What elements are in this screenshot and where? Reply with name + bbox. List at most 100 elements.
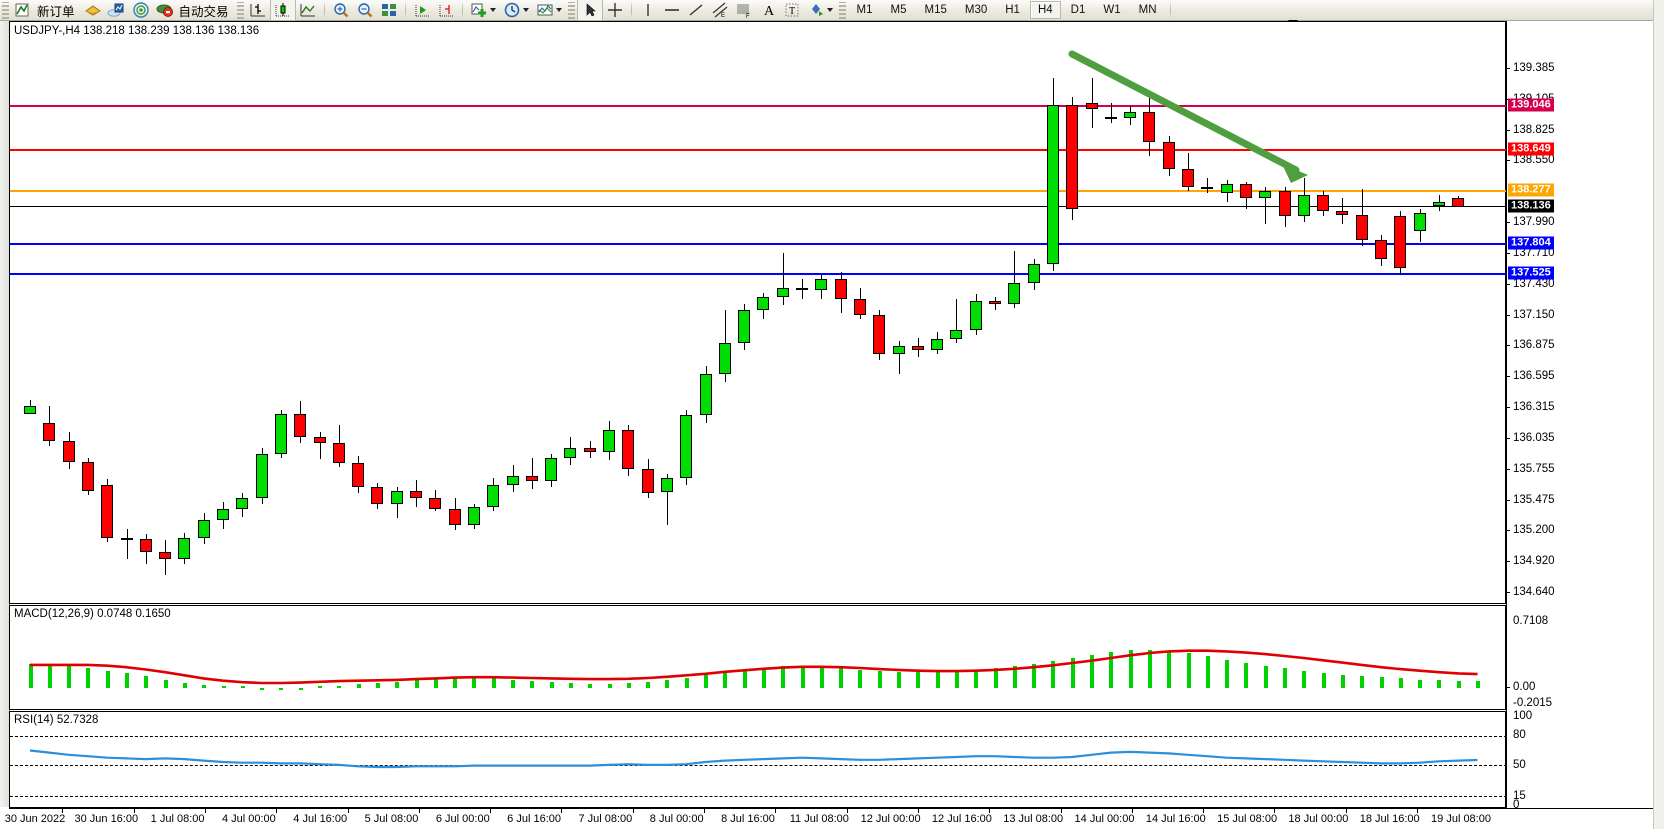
add-indicator-chevron-down-icon[interactable] <box>489 1 498 19</box>
price-tick-label: 136.875 <box>1513 339 1555 352</box>
rsi-scale-50: 50 <box>1513 759 1526 771</box>
timeframe-dropdown-button[interactable] <box>500 0 533 20</box>
window-right-strip[interactable] <box>1653 0 1664 829</box>
timeframe-h4-button[interactable]: H4 <box>1029 1 1061 19</box>
timeframe-bar: M1 M5 M15 M30 H1 H4 D1 W1 MN <box>848 1 1166 19</box>
macd-scale-zero: 0.00 <box>1513 681 1536 693</box>
level-badge-support-1[interactable]: 137.804 <box>1508 236 1554 250</box>
level-line-support-1[interactable] <box>10 242 1507 245</box>
down-trend-arrow[interactable] <box>10 22 1505 603</box>
time-axis[interactable]: 30 Jun 2022 30 Jun 16:00 1 Jul 08:00 4 Jul … <box>5 808 1664 829</box>
line-chart-button[interactable] <box>296 0 320 20</box>
timeframe-chevron-down-icon[interactable] <box>522 1 531 19</box>
toolbar-grip-2[interactable] <box>236 1 244 19</box>
level-badge-support-2[interactable]: 137.525 <box>1508 266 1554 280</box>
macd-bar <box>1398 678 1403 688</box>
templates-button[interactable] <box>533 0 566 20</box>
toolbar-grip-4[interactable] <box>838 1 846 19</box>
macd-scale-min: -0.2015 <box>1513 697 1553 709</box>
shapes-tool-button[interactable] <box>804 0 837 20</box>
cursor-tool-button[interactable] <box>576 0 603 21</box>
price-tick <box>1506 592 1510 593</box>
equidistant-channel-button[interactable]: E <box>708 0 732 20</box>
time-axis-label: 4 Jul 16:00 <box>293 813 348 825</box>
new-order-label: 新订单 <box>37 4 75 19</box>
price-tick <box>1506 283 1510 285</box>
toolbar-grip-3[interactable] <box>567 1 575 19</box>
level-line-resistance-1[interactable] <box>10 105 1507 108</box>
level-line-support-2[interactable] <box>10 273 1507 276</box>
crosshair-tool-button[interactable] <box>603 0 627 20</box>
horizontal-line-tool-button[interactable] <box>660 0 684 20</box>
macd-bar <box>260 688 265 690</box>
level-badge-resistance-2[interactable]: 138.649 <box>1508 142 1554 156</box>
rsi-pane[interactable]: RSI(14) 52.7328 <box>9 711 1507 808</box>
macd-bar <box>240 686 245 688</box>
timeframe-w1-button[interactable]: W1 <box>1103 4 1121 16</box>
expert-advisors-button[interactable] <box>81 0 105 20</box>
svg-text:T: T <box>789 6 795 17</box>
level-badge-current-bid[interactable]: 138.136 <box>1508 199 1554 213</box>
toolbar-grip[interactable] <box>2 1 9 19</box>
tile-windows-button[interactable] <box>377 0 401 20</box>
macd-bar <box>974 669 979 688</box>
macd-bar <box>665 680 670 688</box>
shapes-chevron-down-icon[interactable] <box>826 1 835 19</box>
bar-chart-button[interactable] <box>246 0 270 20</box>
time-tick <box>561 809 563 813</box>
text-icon: A <box>758 1 778 19</box>
new-order-button[interactable]: 新订单 <box>11 0 81 20</box>
time-axis-label: 19 Jul 08:00 <box>1431 813 1491 825</box>
timeframe-mn-button[interactable]: MN <box>1138 4 1157 16</box>
price-pane[interactable]: USDJPY-,H4 138.218 138.239 138.136 138.1… <box>9 21 1507 604</box>
market-watch-button[interactable] <box>129 0 153 20</box>
trendline-tool-button[interactable] <box>684 0 708 20</box>
time-tick <box>846 809 848 813</box>
price-tick-label: 135.200 <box>1513 524 1555 537</box>
chart-shift-icon <box>436 1 456 19</box>
level-line-resistance-2[interactable] <box>10 149 1507 152</box>
text-label-icon: T <box>782 1 802 19</box>
level-badge-resistance-1[interactable]: 139.046 <box>1508 98 1554 112</box>
timeframe-h1-button[interactable]: H1 <box>1005 4 1020 16</box>
level-line-current-bid[interactable] <box>10 205 1507 207</box>
auto-scroll-button[interactable] <box>410 0 434 20</box>
level-badge-pivot[interactable]: 138.277 <box>1508 183 1554 197</box>
toolbar-separator-2 <box>404 1 406 19</box>
macd-bar <box>1379 677 1384 688</box>
macd-pane[interactable]: MACD(12,26,9) 0.0748 0.1650 <box>9 605 1506 710</box>
vertical-line-tool-button[interactable] <box>636 0 660 20</box>
macd-bar <box>568 682 573 688</box>
expert-advisors-icon <box>83 1 103 19</box>
macd-bar <box>800 665 805 688</box>
data-window-button[interactable] <box>105 0 129 20</box>
level-line-pivot[interactable] <box>10 190 1507 193</box>
price-axis[interactable]: 139.385139.105138.825138.550137.990137.7… <box>1506 21 1664 811</box>
timeframe-d1-button[interactable]: D1 <box>1070 4 1086 16</box>
add-indicator-button[interactable] <box>467 0 500 20</box>
auto-scroll-icon <box>412 1 432 19</box>
fibonacci-tool-button[interactable]: F <box>732 0 756 20</box>
macd-bar <box>646 682 651 688</box>
cursor-icon <box>580 1 600 19</box>
price-tick-label: 134.920 <box>1513 555 1555 568</box>
timeframe-m15-button[interactable]: M15 <box>924 4 947 16</box>
navigator-button[interactable]: 自动交易 <box>153 0 235 20</box>
templates-chevron-down-icon[interactable] <box>555 1 564 19</box>
macd-header: MACD(12,26,9) 0.0748 0.1650 <box>14 608 171 620</box>
time-tick <box>1131 809 1133 813</box>
text-tool-button[interactable]: A <box>756 0 780 20</box>
zoom-out-button[interactable] <box>353 0 377 20</box>
zoom-in-button[interactable] <box>329 0 353 20</box>
chart-shift-button[interactable] <box>434 0 458 20</box>
time-tick <box>1345 809 1347 813</box>
timeframe-m5-button[interactable]: M5 <box>890 4 907 16</box>
candlestick-chart-button[interactable] <box>269 0 296 21</box>
text-label-tool-button[interactable]: T <box>780 0 804 20</box>
time-axis-label: 12 Jul 00:00 <box>860 813 921 825</box>
macd-bar <box>607 684 612 688</box>
time-axis-label: 14 Jul 16:00 <box>1145 813 1206 825</box>
time-axis-label: 6 Jul 00:00 <box>435 813 490 825</box>
timeframe-m30-button[interactable]: M30 <box>964 4 988 16</box>
timeframe-m1-button[interactable]: M1 <box>856 4 873 16</box>
